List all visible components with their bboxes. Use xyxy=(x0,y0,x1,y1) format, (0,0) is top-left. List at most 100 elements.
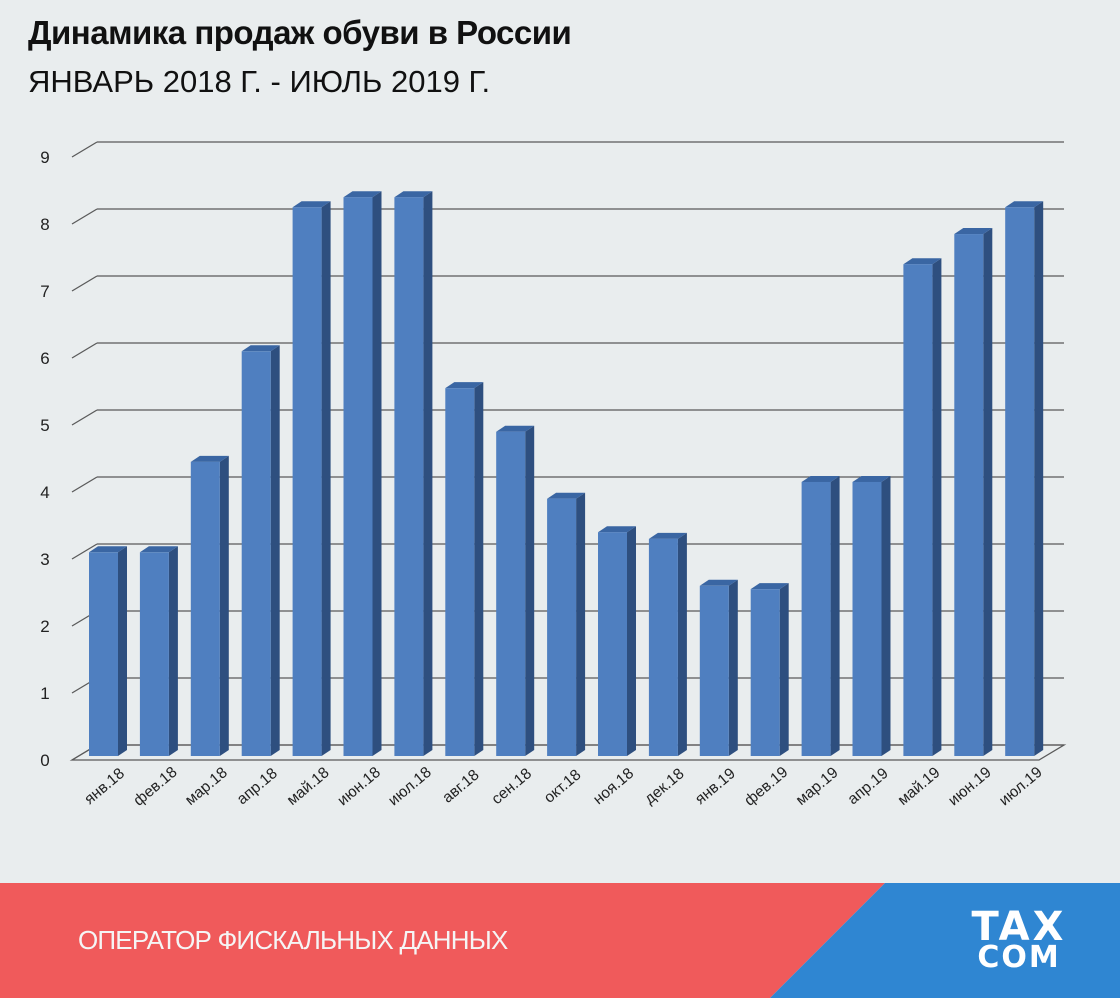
bar-top xyxy=(190,455,229,462)
x-tick-label: фев.19 xyxy=(741,764,791,810)
footer-red-band xyxy=(0,883,885,998)
bar xyxy=(139,552,169,756)
gridline-join xyxy=(71,409,98,426)
bar-top xyxy=(954,228,993,235)
bar xyxy=(954,234,984,757)
x-tick-label: сен.18 xyxy=(489,765,536,808)
bar-side xyxy=(219,455,229,756)
bar-top xyxy=(89,546,127,553)
bar xyxy=(852,481,882,756)
bar xyxy=(547,498,577,756)
x-tick-label: май.19 xyxy=(895,764,944,809)
bar-side xyxy=(932,258,942,756)
x-tick-label: апр.18 xyxy=(234,765,281,808)
gridline-join xyxy=(71,543,98,560)
y-tick-label: 4 xyxy=(40,483,49,502)
x-tick-label: июн.19 xyxy=(945,764,995,809)
bar xyxy=(292,207,322,756)
bar-top xyxy=(496,425,535,432)
x-tick-label: мар.18 xyxy=(182,764,231,809)
y-tick-label: 1 xyxy=(40,684,49,703)
gridline-join xyxy=(71,208,98,225)
bar xyxy=(699,585,729,756)
bar xyxy=(445,388,475,756)
bar-side xyxy=(830,475,840,756)
bar-side xyxy=(627,526,636,756)
chart-floor xyxy=(69,744,1067,761)
gridline-join xyxy=(71,476,98,493)
bar-top xyxy=(852,475,891,482)
y-tick-label: 9 xyxy=(40,148,49,167)
bar xyxy=(89,552,118,756)
x-tick-label: июн.18 xyxy=(334,764,384,809)
y-tick-label: 5 xyxy=(40,416,49,435)
y-tick-label: 7 xyxy=(40,282,49,301)
y-tick-label: 6 xyxy=(40,349,49,368)
x-tick-label: мар.19 xyxy=(793,764,842,809)
bar-top xyxy=(343,191,382,198)
bar xyxy=(598,532,627,756)
bar-side xyxy=(525,425,535,756)
x-tick-label: дек.18 xyxy=(641,765,687,808)
bar xyxy=(648,538,678,756)
bar-side xyxy=(372,191,382,756)
gridline-join xyxy=(71,141,98,158)
bar xyxy=(801,481,831,756)
bar xyxy=(190,461,220,756)
bar xyxy=(1005,207,1035,756)
x-tick-label: июл.19 xyxy=(996,764,1046,810)
bar-top xyxy=(801,475,840,482)
bar-top xyxy=(139,546,178,553)
y-tick-label: 8 xyxy=(40,215,49,234)
bar xyxy=(903,264,933,756)
chart-subtitle: ЯНВАРЬ 2018 Г. - ИЮЛЬ 2019 Г. xyxy=(28,64,491,99)
y-tick-label: 3 xyxy=(40,550,49,569)
y-tick-label: 2 xyxy=(40,617,49,636)
bar-top xyxy=(292,201,331,208)
bar-side xyxy=(576,492,586,756)
bar-top xyxy=(648,532,687,539)
bar xyxy=(496,431,526,756)
bar xyxy=(343,197,373,756)
bar-side xyxy=(1034,201,1044,756)
logo-text-top: TAX xyxy=(971,904,1067,950)
x-tick-label: авг.18 xyxy=(439,766,482,806)
bar-side xyxy=(983,228,993,757)
x-tick-label: окт.18 xyxy=(541,766,584,806)
bar-top xyxy=(547,492,586,499)
bar xyxy=(750,589,780,756)
footer-blue-band xyxy=(770,883,1120,998)
footer-banner: ОПЕРАТОР ФИСКАЛЬНЫХ ДАННЫХ TAX COM xyxy=(0,883,1120,998)
x-tick-label: фев.18 xyxy=(130,764,180,810)
logo-text-bottom: COM xyxy=(977,940,1061,975)
footer-tagline: ОПЕРАТОР ФИСКАЛЬНЫХ ДАННЫХ xyxy=(78,925,508,955)
bar-top xyxy=(445,382,484,389)
bar-top xyxy=(598,526,636,533)
bar-top xyxy=(699,579,738,586)
bar-side xyxy=(118,546,127,756)
x-tick-label: май.18 xyxy=(284,764,333,809)
bar-side xyxy=(423,191,433,756)
bar-top xyxy=(241,345,280,352)
bar-side xyxy=(270,345,280,756)
bar-side xyxy=(728,579,738,756)
gridline-join xyxy=(71,275,98,292)
y-tick-label: 0 xyxy=(40,751,49,770)
x-tick-label: июл.18 xyxy=(385,764,435,810)
chart-title: Динамика продаж обуви в России xyxy=(28,14,572,51)
taxcom-logo: TAX COM xyxy=(946,904,1092,975)
x-tick-label: янв.19 xyxy=(692,765,739,808)
footer-background xyxy=(0,883,1120,998)
bar-side xyxy=(474,382,484,756)
bar-chart: 0 1 2 3 4 5 6 7 8 9 янв.18 фев.18 мар.18 апр.18 май.18… xyxy=(40,141,1067,810)
x-tick-label: ноя.18 xyxy=(590,765,637,808)
bar xyxy=(394,197,424,756)
bar-top xyxy=(1005,201,1044,208)
bar-side xyxy=(677,532,687,756)
bar-side xyxy=(779,583,789,756)
bar-side xyxy=(168,546,178,756)
bar-side xyxy=(321,201,331,756)
x-tick-label: апр.19 xyxy=(845,765,892,808)
gridline-join xyxy=(71,342,98,359)
bar-top xyxy=(750,583,789,590)
